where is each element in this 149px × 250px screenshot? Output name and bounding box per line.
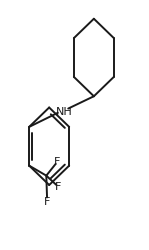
Text: F: F [55, 182, 62, 192]
Text: NH: NH [56, 106, 73, 117]
Text: F: F [44, 197, 50, 207]
Text: F: F [54, 157, 61, 167]
